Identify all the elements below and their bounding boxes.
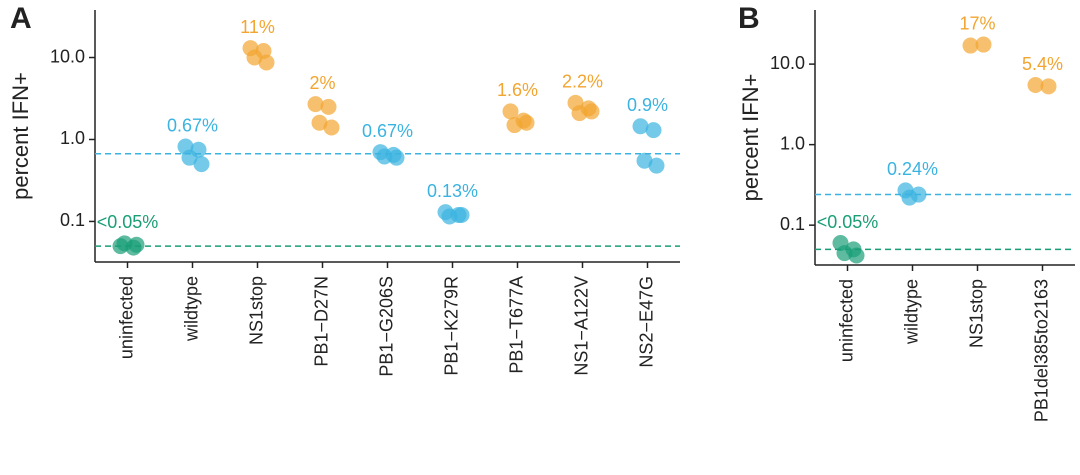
x-tick-label: NS1−A122V xyxy=(571,276,591,376)
data-point xyxy=(518,114,535,131)
data-point xyxy=(193,156,210,173)
x-tick-label: PB1−K279R xyxy=(441,276,461,376)
x-tick-label: PB1−T677A xyxy=(506,276,526,374)
data-point xyxy=(453,206,470,223)
y-axis-label: percent IFN+ xyxy=(738,74,763,202)
data-point xyxy=(506,117,523,134)
data-point xyxy=(320,98,337,115)
y-tick-label: 10.0 xyxy=(770,53,805,73)
x-tick-label: PB1−G206S xyxy=(376,276,396,377)
x-tick-label: NS1stop xyxy=(966,279,986,348)
data-point xyxy=(836,245,853,262)
annotation: 0.24% xyxy=(887,159,938,179)
data-point xyxy=(1027,77,1044,94)
data-point xyxy=(128,236,145,253)
y-axis-label: percent IFN+ xyxy=(8,72,33,200)
y-tick-label: 1.0 xyxy=(60,128,85,148)
x-tick-label: NS1stop xyxy=(246,276,266,345)
annotation: 0.9% xyxy=(627,95,668,115)
x-tick-label: PB1del385to2163 xyxy=(1031,279,1051,422)
data-point xyxy=(246,49,263,66)
panel-label: A xyxy=(10,2,32,35)
x-tick-label: uninfected xyxy=(836,279,856,362)
annotation: 2.2% xyxy=(562,72,603,92)
data-point xyxy=(307,96,324,113)
annotation: 2% xyxy=(309,73,335,93)
annotation: <0.05% xyxy=(97,212,159,232)
annotation: 0.67% xyxy=(167,115,218,135)
annotation: 11% xyxy=(240,17,275,37)
y-tick-label: 0.1 xyxy=(780,214,805,234)
data-point xyxy=(181,149,198,166)
x-tick-label: PB1−D27N xyxy=(311,276,331,367)
data-point xyxy=(323,119,340,136)
annotation: 17% xyxy=(959,13,995,33)
data-point xyxy=(648,157,665,174)
annotation: <0.05% xyxy=(817,212,879,232)
data-point xyxy=(258,54,275,71)
data-point xyxy=(645,122,662,139)
data-point xyxy=(583,103,600,120)
y-tick-label: 0.1 xyxy=(60,210,85,230)
data-point xyxy=(1040,78,1057,95)
data-point xyxy=(376,148,393,165)
data-point xyxy=(901,189,918,206)
annotation: 1.6% xyxy=(497,80,538,100)
x-tick-label: wildtype xyxy=(181,276,201,342)
annotation: 5.4% xyxy=(1022,54,1063,74)
x-tick-label: wildtype xyxy=(901,279,921,345)
panel-label: B xyxy=(738,2,760,35)
x-tick-label: NS2−E47G xyxy=(636,276,656,368)
data-point xyxy=(636,152,653,169)
annotation: 0.67% xyxy=(362,121,413,141)
data-point xyxy=(116,235,133,252)
data-point xyxy=(441,208,458,225)
data-point xyxy=(502,103,519,120)
y-tick-label: 10.0 xyxy=(50,46,85,66)
data-point xyxy=(632,118,649,135)
data-point xyxy=(975,36,992,53)
data-point xyxy=(848,247,865,264)
data-point xyxy=(571,105,588,122)
annotation: 0.13% xyxy=(427,181,478,201)
y-tick-label: 1.0 xyxy=(780,133,805,153)
data-point xyxy=(311,114,328,131)
data-point xyxy=(962,37,979,54)
x-tick-label: uninfected xyxy=(116,276,136,359)
data-point xyxy=(388,149,405,166)
